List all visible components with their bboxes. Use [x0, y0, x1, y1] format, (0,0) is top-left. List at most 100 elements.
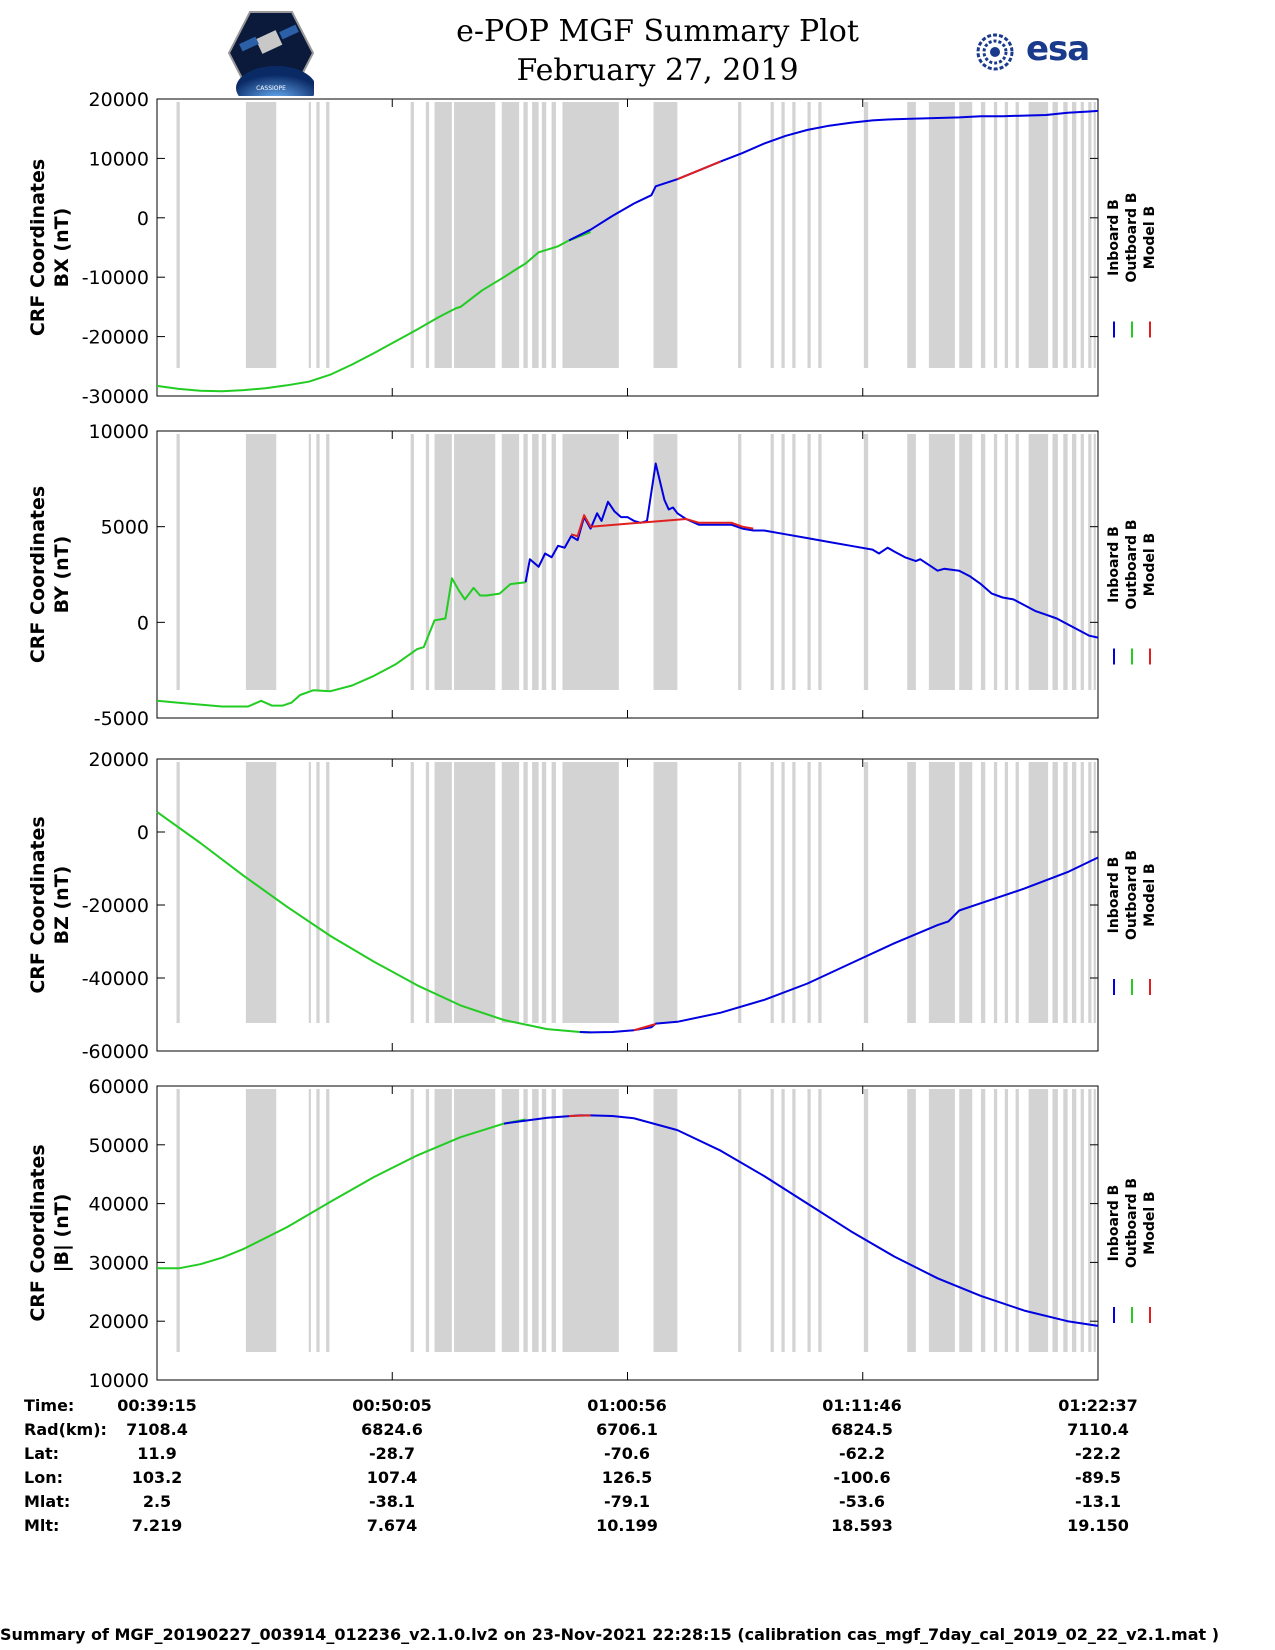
data-gap-band — [653, 1089, 678, 1352]
y-tick-label: -40000 — [82, 968, 149, 990]
data-gap-band — [653, 762, 678, 1023]
legend-label: Inboard B — [1106, 526, 1122, 603]
data-gap-band — [980, 762, 986, 1023]
data-gap-band — [1093, 102, 1096, 368]
data-gap-band — [551, 1089, 556, 1352]
data-gap-band — [1071, 434, 1077, 690]
data-gap-band — [1015, 434, 1019, 690]
data-gap-band — [425, 762, 430, 1023]
y-tick-label: 10000 — [89, 1370, 149, 1392]
data-gap-band — [993, 102, 998, 368]
data-gap-band — [562, 1089, 619, 1352]
info-row-value: 6706.1 — [596, 1420, 658, 1439]
y-axis-label-line1: CRF Coordinates — [27, 1144, 49, 1321]
data-gap-band — [454, 102, 496, 368]
legend-label: Inboard B — [1106, 1185, 1122, 1262]
legend-label: Model B — [1142, 863, 1158, 926]
data-gap-band — [959, 434, 973, 690]
info-row-value: 126.5 — [601, 1468, 653, 1487]
series-line-inboard-b — [568, 109, 1099, 242]
cassiope-logo-caption: CASSIOPE — [256, 85, 286, 92]
data-gap-band — [541, 434, 547, 690]
data-gap-band — [541, 762, 547, 1023]
y-axis-label-line2: BX (nT) — [51, 208, 73, 288]
data-gap-band — [326, 434, 330, 690]
data-gap-band — [425, 102, 430, 368]
info-row-value: 00:50:05 — [352, 1396, 432, 1415]
data-gap-band — [1071, 102, 1077, 368]
data-gap-band — [928, 762, 955, 1023]
data-gap-band — [818, 762, 822, 1023]
data-gap-band — [807, 1089, 811, 1352]
legend-label: Inboard B — [1106, 857, 1122, 934]
data-gap-band — [781, 434, 785, 690]
data-gap-band — [326, 1089, 330, 1352]
data-gap-band — [863, 1089, 869, 1352]
legend-label: Model B — [1142, 206, 1158, 269]
data-gap-band — [863, 762, 869, 1023]
data-gap-band — [532, 762, 539, 1023]
y-tick-label: 40000 — [89, 1194, 149, 1216]
data-gap-band — [1088, 102, 1092, 368]
y-axis-label-line2: BY (nT) — [51, 536, 73, 614]
data-gap-band — [1093, 762, 1096, 1023]
data-gap-band — [1063, 1089, 1068, 1352]
data-gap-band — [818, 102, 822, 368]
data-gap-band — [410, 434, 414, 690]
data-gap-band — [316, 1089, 320, 1352]
info-row-value: -89.5 — [1074, 1468, 1122, 1487]
data-gap-band — [523, 1089, 528, 1352]
legend-label: Model B — [1142, 533, 1158, 596]
info-row-value: 7.219 — [131, 1516, 183, 1535]
info-row-value: -38.1 — [368, 1492, 416, 1511]
data-gap-band — [1004, 434, 1009, 690]
data-gap-band — [434, 762, 452, 1023]
y-tick-label: 0 — [137, 612, 149, 634]
data-gap-band — [562, 762, 619, 1023]
y-tick-label: 20000 — [89, 1311, 149, 1333]
data-gap-band — [1052, 102, 1058, 368]
data-gap-band — [245, 102, 277, 368]
info-row-value: 19.150 — [1067, 1516, 1129, 1535]
data-gap-band — [1080, 434, 1084, 690]
data-gap-band — [907, 102, 916, 368]
data-gap-band — [1088, 1089, 1092, 1352]
data-gap-band — [770, 1089, 774, 1352]
data-gap-band — [316, 762, 320, 1023]
data-gap-band — [532, 1089, 539, 1352]
data-gap-band — [792, 1089, 796, 1352]
data-gap-band — [551, 434, 556, 690]
data-gap-band — [1015, 762, 1019, 1023]
data-gap-band — [454, 762, 496, 1023]
series-line-outboard-b — [156, 577, 526, 708]
data-gap-band — [738, 434, 742, 690]
data-gap-band — [1063, 102, 1068, 368]
legend-label: Outboard B — [1124, 519, 1140, 609]
series-line-model-b — [677, 160, 722, 181]
y-axis-label-line1: CRF Coordinates — [27, 816, 49, 993]
data-gap-band — [501, 434, 520, 690]
info-row-label: Lat: — [24, 1444, 60, 1463]
data-gap-band — [1015, 102, 1019, 368]
info-row-label: Lon: — [24, 1468, 63, 1487]
y-tick-label: 0 — [137, 822, 149, 844]
y-tick-label: 10000 — [89, 421, 149, 443]
data-gap-band — [1088, 434, 1092, 690]
y-tick-label: 50000 — [89, 1135, 149, 1157]
data-gap-band — [326, 102, 330, 368]
data-gap-band — [863, 434, 869, 690]
plot-frame — [156, 758, 1099, 1052]
data-gap-band — [738, 102, 742, 368]
data-gap-band — [807, 762, 811, 1023]
data-gap-band — [176, 434, 180, 690]
info-row-value: 18.593 — [831, 1516, 893, 1535]
data-gap-band — [176, 1089, 180, 1352]
data-gap-band — [818, 1089, 822, 1352]
data-gap-band — [1004, 762, 1009, 1023]
data-gap-band — [1052, 762, 1058, 1023]
data-gap-band — [807, 434, 811, 690]
y-axis-label-line1: CRF Coordinates — [27, 486, 49, 663]
info-row-value: -13.1 — [1074, 1492, 1122, 1511]
y-tick-label: 0 — [137, 208, 149, 230]
data-gap-band — [551, 762, 556, 1023]
